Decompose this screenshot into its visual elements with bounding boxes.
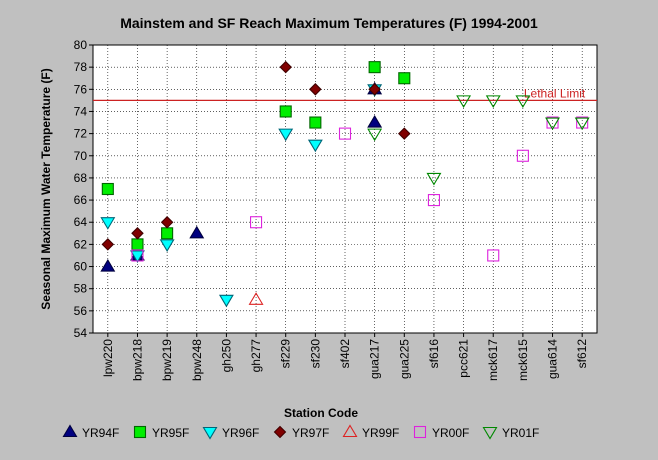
x-tick-label: bpw219 xyxy=(160,339,174,381)
legend-marker xyxy=(62,424,78,438)
data-point xyxy=(456,95,472,108)
data-point xyxy=(248,292,264,305)
data-point xyxy=(250,216,263,229)
x-tick-label: mck615 xyxy=(516,339,530,381)
x-tick-label: sf229 xyxy=(279,339,293,369)
x-tick-label: sf612 xyxy=(575,339,589,369)
x-tick-label: lpw220 xyxy=(101,339,115,377)
x-tick-label: sf616 xyxy=(427,339,441,369)
legend-marker xyxy=(133,425,147,439)
data-point xyxy=(189,225,205,239)
data-point xyxy=(367,128,383,142)
x-tick-label: gua217 xyxy=(368,339,382,379)
data-point xyxy=(278,128,294,142)
data-point xyxy=(131,238,144,251)
data-point xyxy=(398,72,411,85)
data-point xyxy=(427,194,440,207)
legend-label: YR99F xyxy=(362,426,399,440)
data-point xyxy=(545,117,560,131)
x-axis-label: Station Code xyxy=(284,406,358,420)
legend-label: YR01F xyxy=(502,426,539,440)
x-tick-label: pcc621 xyxy=(457,339,471,378)
legend-label: YR97F xyxy=(292,426,329,440)
data-point xyxy=(159,239,175,252)
y-tick-label: 76 xyxy=(74,82,88,96)
y-tick-label: 54 xyxy=(74,326,88,340)
legend-label: YR96F xyxy=(222,426,259,440)
plot-area: 54 56 58 60 62 64 66 68 70 72 74 76 78 80 lpw220 bpw218… xyxy=(74,38,598,381)
y-tick-label: 64 xyxy=(74,215,88,229)
data-point xyxy=(307,139,323,153)
y-tick-label: 62 xyxy=(74,237,88,251)
y-axis-label: Seasonal Maximum Water Temperature (F) xyxy=(39,68,53,309)
data-point xyxy=(100,217,116,230)
data-point xyxy=(100,258,116,272)
data-point xyxy=(131,227,144,240)
y-tick-label: 66 xyxy=(74,193,88,207)
x-tick-label: gua614 xyxy=(546,339,560,379)
legend-label: YR95F xyxy=(152,426,189,440)
x-tick-label: gua225 xyxy=(397,339,411,379)
data-point xyxy=(398,127,411,140)
data-point xyxy=(338,127,352,140)
series-yr99f xyxy=(248,292,264,305)
data-point xyxy=(309,116,322,129)
series-yr97f xyxy=(101,60,411,251)
y-tick-label: 74 xyxy=(74,104,88,118)
data-point xyxy=(161,227,174,240)
data-point xyxy=(367,114,383,128)
series-yr01f xyxy=(367,95,590,186)
data-point xyxy=(309,83,322,96)
legend-marker xyxy=(342,424,358,438)
data-point xyxy=(131,249,144,262)
x-tick-label: bpw218 xyxy=(130,339,144,381)
data-point xyxy=(515,95,531,108)
legend-marker xyxy=(273,425,287,439)
legend-label: YR00F xyxy=(432,426,469,440)
y-tick-label: 68 xyxy=(74,171,88,185)
data-point xyxy=(368,61,381,74)
y-tick-label: 70 xyxy=(74,149,88,163)
data-point xyxy=(485,95,501,108)
y-tick-label: 78 xyxy=(74,60,88,74)
y-tick-label: 72 xyxy=(74,127,88,141)
x-tick-label: sf402 xyxy=(338,339,352,369)
legend-label: YR94F xyxy=(82,426,119,440)
data-point xyxy=(218,294,234,308)
legend-marker xyxy=(482,426,498,440)
data-point xyxy=(368,83,381,96)
data-point xyxy=(574,117,590,131)
legend-marker xyxy=(202,426,218,440)
data-point xyxy=(516,149,529,162)
data-point xyxy=(101,238,115,251)
x-tick-label: bpw248 xyxy=(190,339,204,381)
y-tick-label: 58 xyxy=(74,282,88,296)
x-tick-label: gh250 xyxy=(219,339,233,373)
x-tick-label: mck617 xyxy=(486,339,500,381)
x-tick-label: gh277 xyxy=(249,339,263,373)
data-point xyxy=(279,105,292,118)
legend: YR94F YR95F YR96F YR97F YR99F YR00F YR01F xyxy=(62,424,539,440)
y-tick-label: 60 xyxy=(74,260,88,274)
data-point xyxy=(426,172,442,186)
x-tick-label: sf230 xyxy=(308,339,322,369)
data-point xyxy=(101,182,114,196)
y-tick-label: 80 xyxy=(74,38,88,52)
series-yr95f xyxy=(101,61,411,251)
data-point xyxy=(160,215,174,229)
y-tick-label: 56 xyxy=(74,304,88,318)
data-point xyxy=(487,249,500,262)
legend-marker xyxy=(413,425,427,439)
data-point xyxy=(130,250,145,264)
data-point xyxy=(279,60,292,74)
lethal-limit-label: Lethal Limit xyxy=(524,86,586,100)
chart-title: Mainstem and SF Reach Maximum Temperatur… xyxy=(120,15,538,31)
